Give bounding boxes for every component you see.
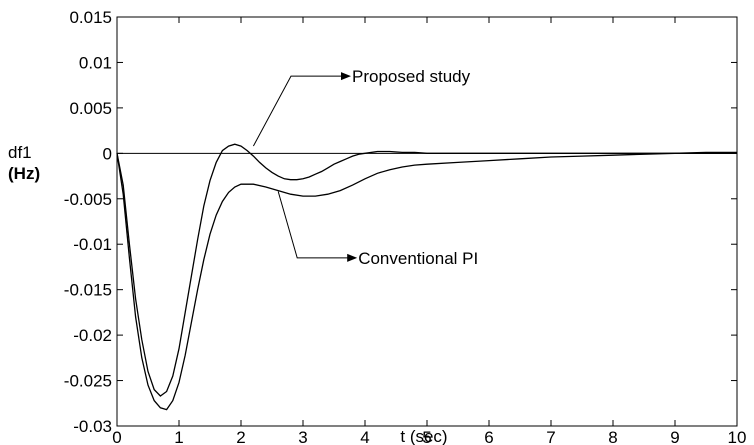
y-tick-label: -0.03	[73, 417, 112, 436]
y-axis-label-line1: df1	[8, 143, 32, 162]
annotation-arrowhead	[347, 253, 358, 262]
y-axis-label-line2: (Hz)	[8, 164, 40, 183]
y-axis-ticks: 0.015 0.01 0.005 0 -0.005 -0.01 -0.015 -0.02 -0.…	[64, 8, 737, 436]
y-tick-label: 0.015	[69, 8, 112, 27]
x-tick-label: 7	[546, 428, 555, 445]
y-tick-label: 0.01	[79, 53, 112, 72]
x-tick-label: 3	[298, 428, 307, 445]
x-tick-label: 10	[728, 428, 747, 445]
y-tick-label: -0.015	[64, 281, 112, 300]
x-axis-ticks: 0 1 2 3 4 5 6 7 8 9 10	[112, 17, 746, 445]
annotation-label-1: Proposed study	[352, 67, 471, 86]
x-tick-label: 8	[608, 428, 617, 445]
x-axis-label: t (sec)	[400, 427, 447, 445]
annotation-leader-line	[252, 75, 342, 147]
annotation-leader-line	[277, 191, 349, 259]
x-tick-label: 0	[112, 428, 121, 445]
y-tick-label: -0.01	[73, 235, 112, 254]
x-tick-label: 1	[174, 428, 183, 445]
x-tick-label: 2	[236, 428, 245, 445]
y-tick-label: 0	[103, 144, 112, 163]
series-line-1	[116, 143, 737, 397]
y-tick-label: -0.005	[64, 190, 112, 209]
series-lines	[116, 143, 737, 411]
y-tick-label: 0.005	[69, 99, 112, 118]
annotation-label-2: Conventional PI	[358, 249, 478, 268]
series-line-2	[116, 151, 737, 411]
x-tick-label: 5	[422, 428, 431, 445]
annotation-arrowhead	[341, 72, 351, 81]
x-tick-label: 4	[360, 428, 369, 445]
x-tick-label: 9	[670, 428, 679, 445]
y-tick-label: -0.025	[64, 372, 112, 391]
x-tick-label: 6	[484, 428, 493, 445]
y-tick-label: -0.02	[73, 326, 112, 345]
annotations: Proposed study Conventional PI	[252, 67, 478, 268]
